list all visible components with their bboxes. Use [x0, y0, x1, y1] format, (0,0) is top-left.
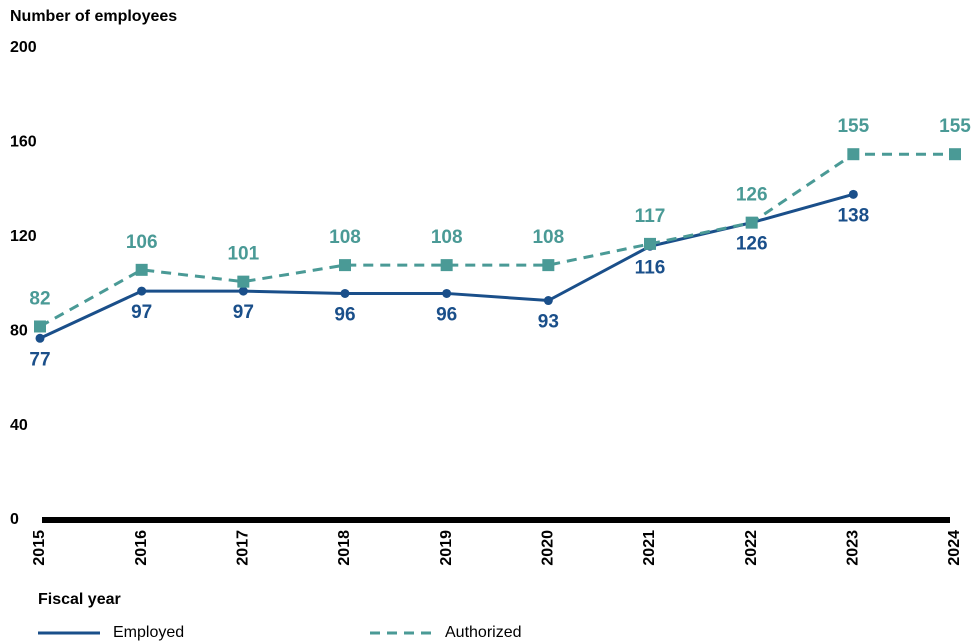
data-label: 126 — [736, 185, 768, 206]
data-label: 138 — [837, 205, 869, 226]
data-label: 116 — [635, 257, 666, 278]
data-label: 97 — [233, 302, 254, 323]
marker — [340, 288, 350, 298]
x-tick-label: 2022 — [743, 530, 760, 566]
marker — [237, 275, 250, 288]
marker — [339, 259, 351, 272]
y-tick-label: 120 — [10, 228, 37, 245]
marker — [847, 148, 860, 161]
marker — [35, 333, 45, 343]
data-label: 108 — [532, 227, 564, 248]
marker — [543, 296, 553, 306]
data-label: 117 — [635, 206, 666, 227]
data-label: 96 — [334, 304, 355, 325]
data-label: 106 — [126, 232, 158, 253]
data-label: 155 — [837, 116, 869, 137]
data-label: 77 — [29, 349, 50, 370]
marker — [440, 259, 453, 272]
y-tick-label: 0 — [10, 511, 19, 528]
marker — [848, 189, 858, 199]
legend-label: Employed — [113, 624, 184, 641]
marker — [745, 216, 758, 229]
data-label: 93 — [538, 312, 559, 333]
marker — [644, 237, 656, 250]
data-label: 126 — [736, 234, 768, 255]
data-label: 82 — [29, 288, 50, 309]
marker — [137, 286, 147, 296]
marker — [238, 286, 248, 296]
series-line — [39, 152, 955, 328]
x-tick-label: 2019 — [438, 530, 455, 566]
x-tick-label: 2024 — [946, 530, 963, 566]
marker — [442, 288, 452, 298]
legend-label: Authorized — [445, 624, 522, 641]
x-tick-label: 2015 — [31, 530, 48, 566]
data-label: 96 — [436, 304, 457, 325]
x-tick-label: 2016 — [133, 530, 150, 566]
y-tick-label: 160 — [10, 134, 37, 151]
data-label: 155 — [939, 116, 971, 137]
x-tick-label: 2021 — [641, 530, 658, 566]
marker — [135, 263, 148, 276]
marker — [542, 259, 555, 272]
marker — [949, 148, 961, 161]
x-tick-label: 2023 — [845, 530, 862, 566]
y-axis-label: Number of employees — [10, 8, 177, 25]
y-tick-label: 40 — [10, 417, 28, 434]
y-tick-label: 80 — [10, 322, 28, 339]
data-label: 108 — [431, 227, 463, 248]
x-tick-label: 2020 — [540, 530, 557, 566]
data-label: 108 — [329, 227, 361, 248]
marker — [34, 320, 46, 333]
x-axis-label: Fiscal year — [38, 591, 121, 608]
y-tick-label: 200 — [10, 39, 37, 56]
data-label: 97 — [131, 302, 152, 323]
x-tick-label: 2017 — [235, 530, 252, 566]
x-tick-label: 2018 — [336, 530, 353, 566]
data-label: 101 — [227, 244, 259, 265]
